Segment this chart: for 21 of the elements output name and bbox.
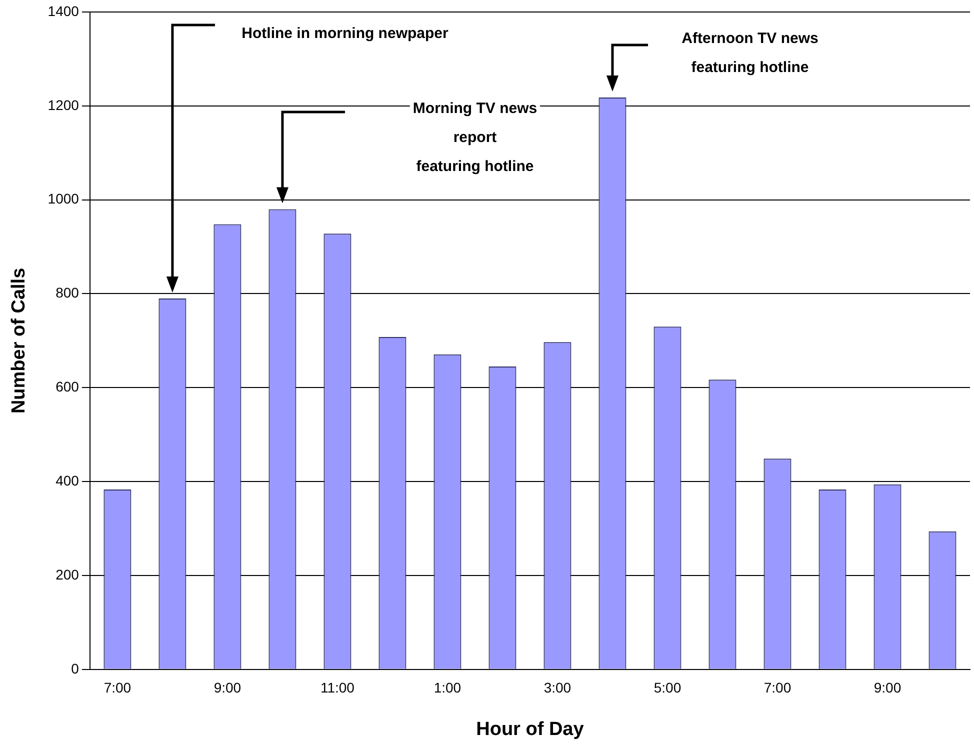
- x-tick-label: 7:00: [764, 680, 792, 696]
- x-axis-title: Hour of Day: [476, 718, 584, 740]
- x-tick-label: 9:00: [874, 680, 902, 696]
- y-axis-title: Number of Calls: [8, 268, 30, 414]
- y-tick-label: 1000: [48, 190, 80, 207]
- y-tick-label: 1400: [48, 2, 80, 19]
- y-tick-label: 200: [56, 566, 80, 582]
- x-tick-label: 9:00: [214, 680, 242, 696]
- x-tick-label: 11:00: [320, 680, 355, 696]
- annotation: Hotline in morning newpaper: [238, 19, 452, 48]
- x-tick-label: 5:00: [654, 680, 682, 696]
- y-tick-label: 0: [71, 660, 80, 676]
- y-tick-label: 800: [56, 284, 80, 301]
- x-tick-label: 7:00: [104, 680, 132, 696]
- annotation: Morning TV news report featuring hotline: [410, 94, 540, 181]
- y-tick-label: 600: [56, 378, 80, 395]
- y-tick-label: 1200: [48, 96, 80, 113]
- annotation: Afternoon TV news featuring hotline: [678, 24, 822, 82]
- y-tick-label: 400: [56, 472, 80, 488]
- x-tick-label: 3:00: [544, 680, 572, 696]
- x-tick-label: 1:00: [434, 680, 462, 696]
